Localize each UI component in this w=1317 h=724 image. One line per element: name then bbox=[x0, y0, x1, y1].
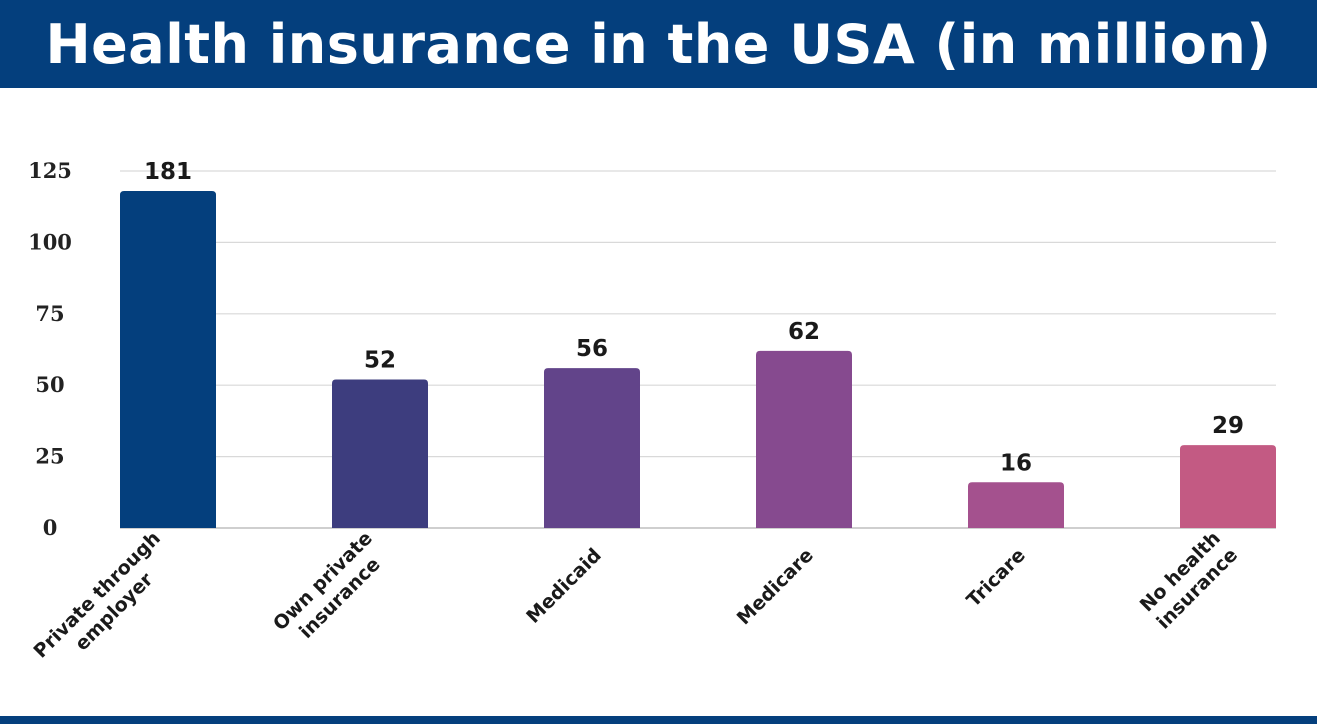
x-tick-label: Tricare bbox=[963, 544, 1030, 611]
gridlines bbox=[120, 170, 1276, 458]
data-label: 181 bbox=[144, 159, 192, 185]
data-label: 62 bbox=[788, 319, 820, 345]
bar bbox=[120, 190, 216, 528]
bar bbox=[544, 368, 640, 528]
y-tick-label: 125 bbox=[28, 158, 72, 183]
bar bbox=[968, 482, 1064, 528]
bar bbox=[332, 379, 428, 528]
data-label: 56 bbox=[576, 336, 608, 362]
x-tick-label-line: Medicare bbox=[733, 544, 818, 629]
y-axis: 0 25 50 75 100 125 bbox=[28, 158, 1276, 540]
y-tick-label: 75 bbox=[35, 301, 64, 326]
data-label: 16 bbox=[1000, 450, 1032, 476]
footer-bar bbox=[0, 716, 1317, 724]
data-labels: 181 52 56 62 16 29 bbox=[144, 159, 1244, 476]
x-tick-label-line: Tricare bbox=[963, 544, 1030, 611]
y-tick-label: 0 bbox=[43, 515, 58, 540]
bar bbox=[756, 350, 852, 528]
y-tick-label: 50 bbox=[35, 372, 64, 397]
y-tick-label: 100 bbox=[28, 229, 72, 254]
data-label: 52 bbox=[364, 347, 396, 373]
x-tick-label: Medicare bbox=[733, 544, 818, 629]
bars bbox=[120, 190, 1276, 528]
y-tick-label: 25 bbox=[35, 444, 64, 469]
title-banner: Health insurance in the USA (in million) bbox=[0, 0, 1317, 88]
x-tick-label-line: Medicaid bbox=[522, 544, 606, 628]
chart-title: Health insurance in the USA (in million) bbox=[45, 12, 1272, 76]
x-tick-label: Medicaid bbox=[522, 544, 606, 628]
bar bbox=[1180, 445, 1276, 528]
data-label: 29 bbox=[1212, 413, 1244, 439]
